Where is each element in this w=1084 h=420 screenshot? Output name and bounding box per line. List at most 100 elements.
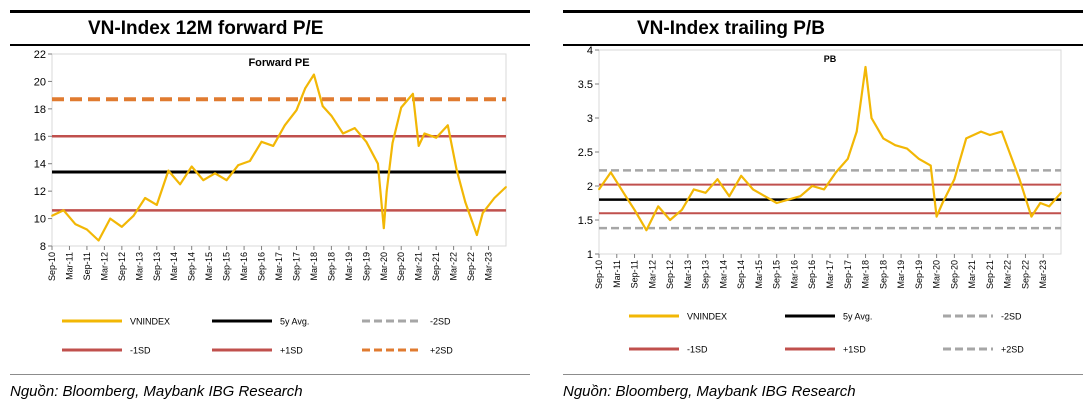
x-tick-label: Sep-16 xyxy=(807,260,817,289)
vnindex-point xyxy=(929,164,932,167)
vnindex-point xyxy=(120,225,123,228)
vnindex-point xyxy=(740,174,743,177)
vnindex-point xyxy=(417,144,420,147)
x-tick-label: Mar-21 xyxy=(967,260,977,289)
vnindex-point xyxy=(86,228,88,231)
vnindex-point xyxy=(1039,202,1042,204)
vnindex-point xyxy=(132,214,135,217)
vnindex-point xyxy=(423,132,426,135)
vnindex-point xyxy=(870,117,873,119)
vnindex-point xyxy=(330,114,333,117)
chart-heading: VN-Index trailing P/B xyxy=(637,18,825,39)
bottom-rule xyxy=(10,374,530,375)
vnindex-point xyxy=(385,190,388,193)
legend-label: -2SD xyxy=(430,317,451,327)
chart-title: Forward PE xyxy=(248,57,309,69)
vnindex-point xyxy=(225,179,228,182)
x-tick-label: Sep-10 xyxy=(594,260,604,289)
legend-label: VNINDEX xyxy=(130,317,170,327)
legend-label: +1SD xyxy=(843,345,866,355)
vnindex-point xyxy=(657,205,660,208)
vnindex-point xyxy=(624,195,627,198)
vnindex-series-line xyxy=(598,65,1062,232)
vnindex-point xyxy=(248,160,251,162)
vnindex-point xyxy=(692,188,695,191)
y-tick-label: 22 xyxy=(34,49,46,61)
legend-label: 5y Avg. xyxy=(843,312,872,322)
legend-label: +2SD xyxy=(430,346,453,356)
x-tick-label: Mar-16 xyxy=(239,252,249,281)
vnindex-point xyxy=(382,227,385,230)
vnindex-point xyxy=(97,239,100,242)
vnindex-point xyxy=(365,140,368,143)
x-tick-label: Sep-19 xyxy=(361,252,371,281)
y-tick-label: 3 xyxy=(587,113,593,125)
plot-area xyxy=(598,49,1062,255)
x-tick-label: Mar-22 xyxy=(449,252,459,281)
y-tick-label: 12 xyxy=(34,186,46,198)
source-note: Nguồn: Bloomberg, Maybank IBG Research xyxy=(10,383,303,400)
chart-title: PB xyxy=(824,54,837,64)
x-tick-label: Mar-18 xyxy=(309,252,319,281)
vnindex-point xyxy=(202,179,205,182)
y-tick-label: 16 xyxy=(34,131,46,143)
x-tick-label: Mar-12 xyxy=(99,252,109,281)
vnindex-point xyxy=(295,109,298,112)
vnindex-point xyxy=(965,137,968,140)
vnindex-point xyxy=(391,142,394,145)
vnindex-point xyxy=(823,188,825,191)
vnindex-point xyxy=(835,171,837,174)
x-tick-label: Mar-14 xyxy=(169,252,179,281)
vnindex-point xyxy=(313,73,315,76)
x-tick-label: Sep-19 xyxy=(914,260,924,289)
plot-area xyxy=(51,53,507,247)
x-tick-label: Mar-23 xyxy=(484,252,494,281)
right-chart-panel: VN-Index trailing P/B PB 1 1.5 2 2.5 3 3.5 4 Sep… xyxy=(553,0,1083,420)
x-tick-label: Mar-11 xyxy=(612,260,622,288)
x-tick-label: Sep-10 xyxy=(47,252,57,281)
top-rule xyxy=(563,10,1083,13)
vnindex-point xyxy=(953,178,956,181)
vnindex-point xyxy=(645,229,648,232)
y-tick-label: 3.5 xyxy=(578,79,593,91)
x-tick-label: Sep-16 xyxy=(257,252,267,281)
y-tick-label: 2 xyxy=(587,181,593,193)
legend-label: VNINDEX xyxy=(687,312,727,322)
legend-label: -2SD xyxy=(1001,312,1022,322)
vnindex-point xyxy=(353,127,356,129)
vnindex-point xyxy=(62,209,65,212)
x-tick-label: Mar-20 xyxy=(932,260,942,289)
x-tick-label: Mar-19 xyxy=(896,260,906,289)
vnindex-point xyxy=(752,188,754,191)
vnindex-point xyxy=(1060,191,1062,194)
x-tick-label: Sep-15 xyxy=(222,252,232,281)
vnindex-point xyxy=(716,178,719,181)
x-tick-label: Mar-13 xyxy=(683,260,693,289)
legend-label: -1SD xyxy=(130,346,151,356)
x-tick-label: Mar-17 xyxy=(825,260,835,289)
vnindex-point xyxy=(906,147,908,150)
trailing-pb-chart: PB 1 1.5 2 2.5 3 3.5 4 Sep-10 Mar-11 Sep-11 Mar-12 S… xyxy=(578,46,1062,355)
x-tick-label: Sep-13 xyxy=(701,260,711,289)
vnindex-point xyxy=(811,185,814,187)
vnindex-point xyxy=(1018,178,1021,181)
x-tick-label: Sep-21 xyxy=(431,252,441,281)
x-tick-label: Mar-16 xyxy=(789,260,799,289)
vnindex-point xyxy=(980,130,982,133)
vnindex-point xyxy=(400,106,403,109)
vnindex-point xyxy=(1000,130,1003,133)
x-tick-label: Sep-13 xyxy=(152,252,162,281)
y-tick-label: 1.5 xyxy=(578,215,593,227)
x-tick-label: Sep-11 xyxy=(82,252,92,280)
vnindex-point xyxy=(144,197,147,199)
vnindex-point xyxy=(799,195,802,198)
vnindex-point xyxy=(669,219,671,221)
vnindex-point xyxy=(609,171,612,174)
vnindex-point xyxy=(167,169,170,172)
vnindex-point xyxy=(272,144,275,147)
vnindex-point xyxy=(493,197,496,199)
x-tick-label: Sep-17 xyxy=(843,260,853,289)
vnindex-point xyxy=(894,144,897,147)
vnindex-point xyxy=(321,105,324,108)
x-tick-label: Mar-14 xyxy=(718,260,728,289)
